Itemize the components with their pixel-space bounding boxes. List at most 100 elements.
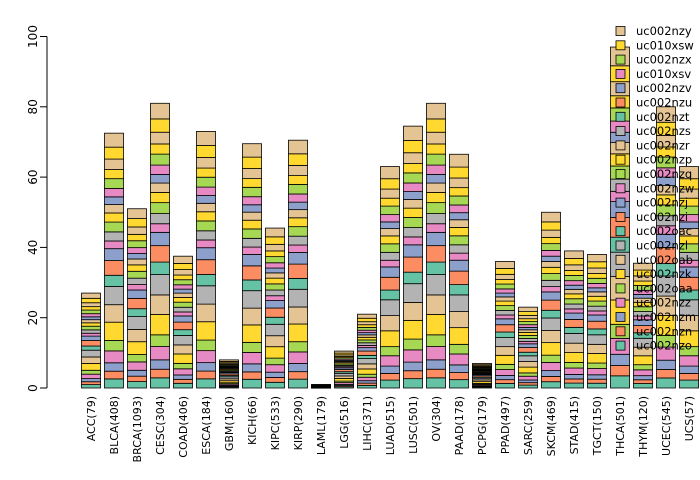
bar-segment <box>426 223 446 233</box>
bar-segment <box>403 361 423 372</box>
bar-segment <box>104 221 124 233</box>
bar-segment <box>196 211 216 222</box>
bar-segment <box>564 342 584 353</box>
bar-segment <box>104 286 124 306</box>
bar-segment <box>196 239 216 249</box>
bar-segment <box>403 125 423 141</box>
bar-segment <box>426 174 446 184</box>
bar-segment <box>265 256 285 264</box>
bar-segment <box>265 346 285 359</box>
bar-segment <box>242 156 262 169</box>
bar-segment <box>81 349 101 358</box>
bar-segment <box>81 381 101 386</box>
bar-THYM(120) <box>633 262 653 389</box>
bar-segment <box>449 379 469 389</box>
x-tick-label: THYM(120) <box>637 396 650 458</box>
x-tick-label: LAML(179) <box>315 396 328 455</box>
bar-segment <box>610 375 630 389</box>
bar-segment <box>150 377 170 389</box>
legend-swatch <box>615 211 626 222</box>
bar-segment <box>380 228 400 237</box>
legend-swatch <box>615 97 626 108</box>
bar-segment <box>104 204 124 214</box>
bar-segment <box>242 324 262 343</box>
bar-segment <box>242 228 262 239</box>
bar-segment <box>265 272 285 279</box>
bar-segment <box>81 373 101 380</box>
bar-segment <box>380 379 400 389</box>
bar-segment <box>403 217 423 228</box>
bar-segment <box>426 153 446 166</box>
bar-segment <box>288 288 308 308</box>
bar-segment <box>81 332 101 337</box>
bar-segment <box>288 201 308 211</box>
bar-segment <box>150 334 170 347</box>
bar-segment <box>541 317 561 331</box>
bar-segment <box>196 321 216 341</box>
bar-segment <box>541 342 561 356</box>
bar-segment <box>587 295 607 302</box>
bar-segment <box>449 270 469 286</box>
bar-segment <box>288 184 308 195</box>
bar-segment <box>150 359 170 370</box>
bar-segment <box>104 196 124 205</box>
bar-segment <box>541 362 561 372</box>
legend-swatch <box>615 183 626 194</box>
bar-segment <box>518 361 538 368</box>
bar-segment <box>403 370 423 380</box>
bar-segment <box>173 297 193 303</box>
bar-segment <box>633 383 653 389</box>
legend-label: uc002nzs <box>636 124 691 138</box>
bar-SKCM(469) <box>541 211 561 389</box>
bar-segment <box>242 378 262 389</box>
bar-segment <box>127 264 147 272</box>
bar-segment <box>403 236 423 246</box>
bar-PCPG(179) <box>472 362 492 389</box>
bar-segment <box>288 193 308 203</box>
legend-label: uc002nzz <box>636 296 691 310</box>
bar-segment <box>403 271 423 285</box>
bar-segment <box>380 346 400 357</box>
bar-segment <box>449 364 469 373</box>
bar-segment <box>265 250 285 258</box>
bar-segment <box>495 273 515 280</box>
bar-segment <box>564 361 584 369</box>
bar-segment <box>633 375 653 381</box>
legend: uc002nzyuc010xswuc002nzxuc010xsvuc002nzv… <box>615 24 696 353</box>
bar-segment <box>196 303 216 323</box>
bar-segment <box>173 344 193 355</box>
bar-segment <box>104 188 124 198</box>
bar-segment <box>104 362 124 372</box>
bar-segment <box>288 323 308 343</box>
bar-segment <box>150 213 170 225</box>
legend-swatch <box>615 40 626 51</box>
bar-segment <box>541 211 561 223</box>
bar-segment <box>426 118 446 133</box>
bar-segment <box>426 377 446 389</box>
legend-swatch <box>615 169 626 179</box>
bar-segment <box>541 370 561 377</box>
bar-segment <box>357 354 377 359</box>
bar-segment <box>564 264 584 271</box>
bar-segment <box>219 359 239 362</box>
bar-segment <box>173 292 193 298</box>
legend-swatch <box>615 226 626 237</box>
bar-segment <box>679 379 699 389</box>
bar-segment <box>265 364 285 373</box>
bar-segment <box>104 378 124 389</box>
bar-segment <box>357 363 377 370</box>
legend-label: uc002nzo <box>636 339 692 353</box>
bar-segment <box>495 283 515 290</box>
bar-segment <box>81 345 101 351</box>
bar-segment <box>265 335 285 348</box>
bar-segment <box>127 270 147 279</box>
bar-segment <box>196 247 216 261</box>
bar-segment <box>426 192 446 204</box>
bar-segment <box>587 277 607 284</box>
bar-segment <box>150 202 170 214</box>
bar-segment <box>587 287 607 293</box>
y-tick-label: 0 <box>26 384 40 392</box>
bar-segment <box>127 308 147 317</box>
bar-segment <box>587 291 607 297</box>
bar-segment <box>403 152 423 164</box>
